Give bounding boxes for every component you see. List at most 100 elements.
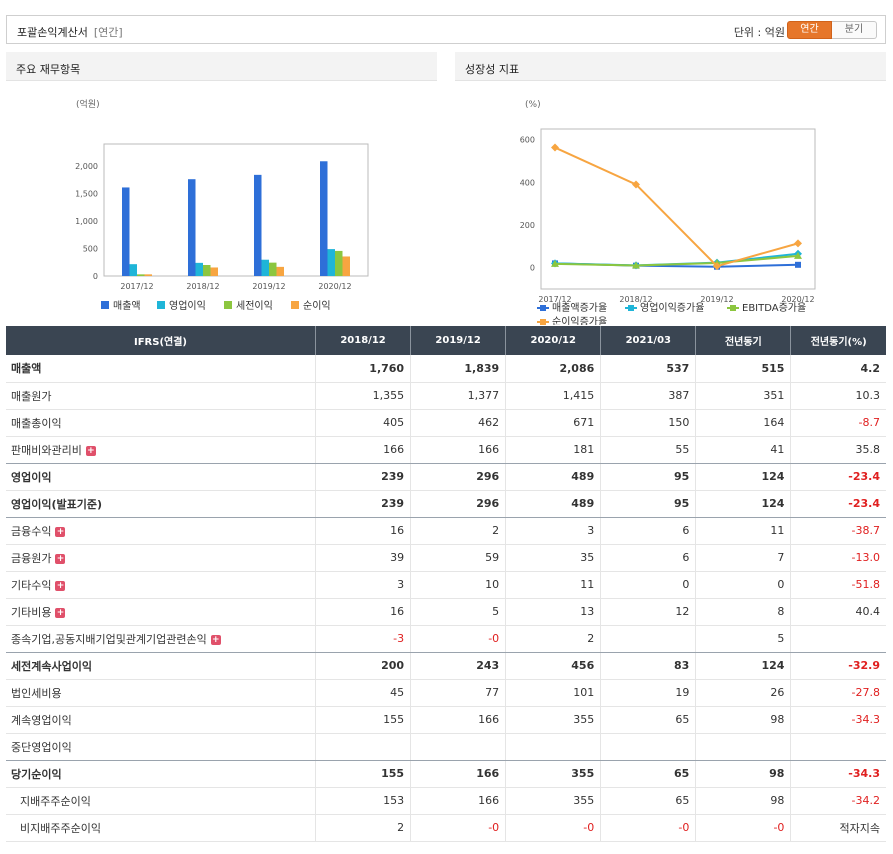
y-axis-label: (%): [525, 100, 541, 110]
table-row: 계속영업이익 155 166 355 65 98 -34.3: [6, 706, 886, 734]
table-cell: 95: [600, 463, 696, 491]
bar-세전이익: [335, 250, 343, 276]
bar-세전이익: [137, 274, 145, 276]
table-cell: 166: [315, 436, 411, 464]
table-cell: 387: [600, 382, 696, 410]
legend-marker: [628, 305, 634, 311]
bar-매출액: [320, 161, 328, 276]
row-label: 법인세비용: [6, 679, 316, 707]
column-header: 2021/03: [600, 326, 696, 355]
table-row: 중단영업이익: [6, 733, 886, 761]
table-cell: 155: [315, 706, 411, 734]
table-cell: 3: [505, 517, 601, 545]
table-row: 기타수익 +3 10 11 0 0 -51.8: [6, 571, 886, 599]
y-tick-label: 400: [520, 178, 535, 187]
bar-매출액: [254, 174, 262, 276]
statement-title: 포괄손익계산서 [연간]: [17, 26, 123, 39]
table-cell: 124: [695, 652, 791, 680]
x-tick-label: 2019/12: [700, 295, 733, 304]
table-cell: 166: [410, 787, 506, 815]
bar-세전이익: [203, 265, 211, 276]
table-cell: -8.7: [790, 409, 886, 437]
table-cell: 164: [695, 409, 791, 437]
table-cell: 1,355: [315, 382, 411, 410]
table-cell: 671: [505, 409, 601, 437]
table-cell: 98: [695, 787, 791, 815]
table-cell: 101: [505, 679, 601, 707]
x-tick-label: 2017/12: [120, 282, 153, 291]
y-tick-label: 1,000: [75, 217, 98, 226]
table-cell: 3: [315, 571, 411, 599]
table-cell: 59: [410, 544, 506, 572]
series-line-순이익증가율: [554, 146, 799, 268]
table-cell: -0: [505, 814, 601, 842]
bar-세전이익: [269, 262, 277, 276]
table-cell: 13: [505, 598, 601, 626]
y-tick-label: 500: [83, 245, 98, 254]
table-cell: [315, 733, 411, 761]
bar-순이익: [276, 266, 284, 276]
row-label: 당기순이익: [6, 760, 316, 788]
table-cell: 166: [410, 436, 506, 464]
table-cell: -23.4: [790, 490, 886, 518]
x-tick-label: 2019/12: [252, 282, 285, 291]
x-tick-label: 2020/12: [781, 295, 814, 304]
table-cell: 489: [505, 463, 601, 491]
table-cell: 6: [600, 544, 696, 572]
row-label: 계속영업이익: [6, 706, 316, 734]
table-cell: 83: [600, 652, 696, 680]
series-line-EBITDA증가율: [554, 254, 799, 267]
x-tick-label: 2018/12: [619, 295, 652, 304]
bar-영업이익: [129, 264, 137, 276]
expand-row-icon[interactable]: +: [55, 526, 66, 537]
table-cell: 296: [410, 490, 506, 518]
bar-매출액: [188, 179, 196, 276]
bar-매출액: [122, 187, 130, 276]
table-row: 종속기업,공동지배기업및관계기업관련손익 + -3 -0 2 5: [6, 625, 886, 653]
table-row: 기타비용 +16 5 13 12 8 40.4: [6, 598, 886, 626]
y-tick-label: 0: [93, 272, 98, 281]
table-cell: 7: [695, 544, 791, 572]
table-row: 금융수익 +16 2 3 6 11 -38.7: [6, 517, 886, 545]
bar-순이익: [144, 274, 152, 276]
table-cell: 10: [410, 571, 506, 599]
table-cell: 16: [315, 517, 411, 545]
table-cell: 77: [410, 679, 506, 707]
table-cell: [600, 625, 696, 653]
table-cell: 0: [600, 571, 696, 599]
tab-quarter[interactable]: 분기: [832, 21, 877, 39]
table-row: 당기순이익 155 166 355 65 98 -34.3: [6, 760, 886, 788]
table-cell: 41: [695, 436, 791, 464]
table-cell: 537: [600, 355, 696, 383]
table-cell: 243: [410, 652, 506, 680]
table-cell: 35.8: [790, 436, 886, 464]
row-label: 비지배주주순이익: [6, 814, 316, 842]
table-cell: -3: [315, 625, 411, 653]
y-tick-label: 200: [520, 221, 535, 230]
table-cell: 124: [695, 463, 791, 491]
column-header: 전년동기(%): [790, 326, 886, 355]
expand-row-icon[interactable]: +: [55, 607, 66, 618]
expand-row-icon[interactable]: +: [85, 445, 96, 456]
data-point: [713, 262, 721, 271]
expand-row-icon[interactable]: +: [210, 634, 221, 645]
data-point: [794, 239, 802, 248]
data-point: [795, 261, 801, 268]
tab-annual[interactable]: 연간: [787, 21, 832, 39]
bar-영업이익: [261, 259, 269, 276]
panel-title: 성장성 지표: [455, 52, 886, 81]
table-row: 비지배주주순이익 2 -0 -0 -0 -0 적자지속: [6, 814, 886, 842]
panel-title: 주요 재무항목: [6, 52, 437, 81]
y-tick-label: 0: [530, 264, 535, 273]
row-label: 판매비와관리비 +: [6, 436, 316, 464]
row-label: 기타수익 +: [6, 571, 316, 599]
table-header-row: IFRS(연결) 2018/12 2019/12 2020/12 2021/03 전년동기…: [6, 326, 886, 355]
row-label: 매출액: [6, 355, 316, 383]
expand-row-icon[interactable]: +: [55, 580, 66, 591]
table-cell: 489: [505, 490, 601, 518]
expand-row-icon[interactable]: +: [55, 553, 66, 564]
table-cell: [410, 733, 506, 761]
table-cell: 1,377: [410, 382, 506, 410]
table-cell: [505, 733, 601, 761]
row-label: 금융수익 +: [6, 517, 316, 545]
